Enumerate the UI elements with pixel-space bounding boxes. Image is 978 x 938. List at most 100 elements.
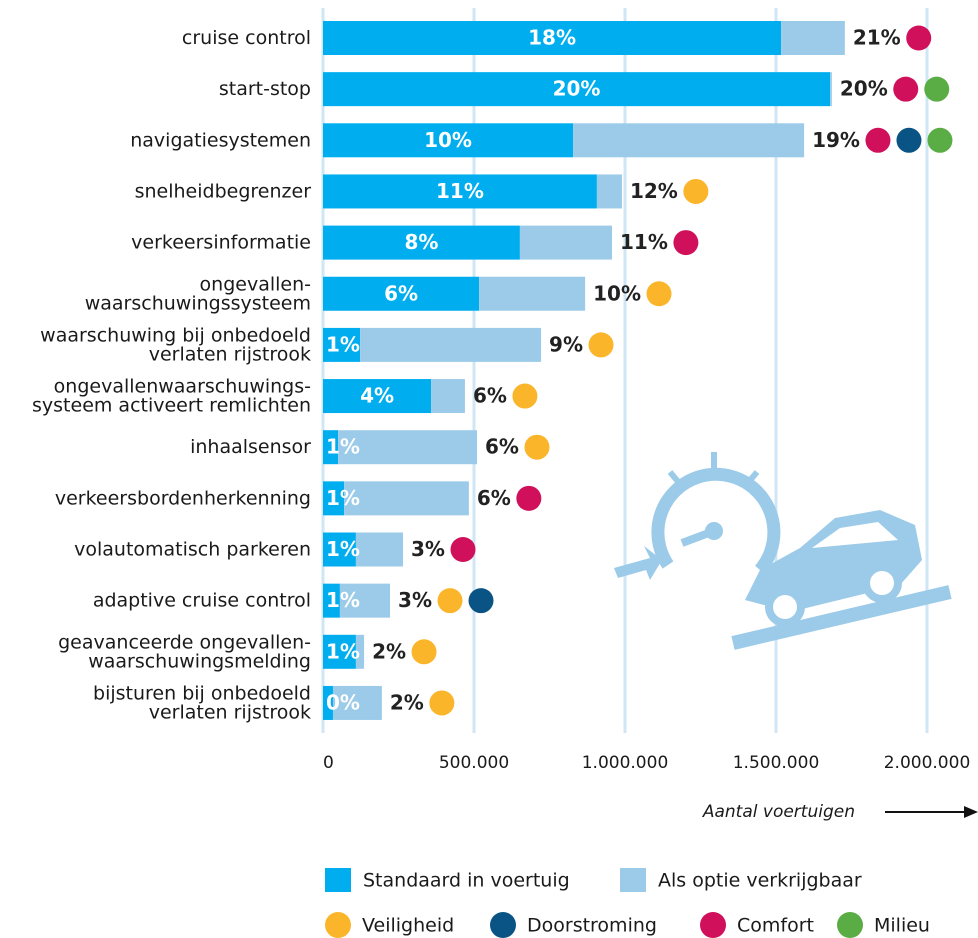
theme-dot bbox=[512, 383, 538, 409]
theme-dot bbox=[516, 485, 542, 511]
total-percent-label: 3% bbox=[411, 537, 445, 561]
theme-dot bbox=[524, 434, 550, 460]
total-percent-label: 20% bbox=[840, 77, 888, 101]
category-label: verkeersbordenherkenning bbox=[55, 487, 311, 509]
bar-segment bbox=[323, 276, 480, 311]
category-label: snelheidbegrenzer bbox=[135, 180, 312, 202]
legend-swatch bbox=[325, 868, 351, 892]
bar-segment bbox=[573, 123, 805, 158]
theme-dot bbox=[927, 127, 953, 153]
theme-dot bbox=[646, 281, 672, 307]
total-percent-label: 2% bbox=[390, 690, 424, 714]
bar-segment bbox=[519, 225, 613, 260]
bar-segment bbox=[431, 379, 465, 414]
bar-segment bbox=[323, 634, 356, 669]
speedometer-tick bbox=[667, 470, 683, 486]
bar-segment bbox=[339, 583, 391, 618]
x-tick-label: 2.000.000 bbox=[884, 753, 971, 773]
x-tick-label: 1.000.000 bbox=[582, 753, 669, 773]
x-tick-label: 0 bbox=[323, 753, 334, 773]
x-axis-label: Aantal voertuigen bbox=[702, 802, 855, 822]
bar-percent-label: 1% bbox=[326, 486, 360, 510]
category-label: waarschuwing bij onbedoeld verlaten rijst… bbox=[40, 324, 311, 365]
bar-segment bbox=[323, 327, 361, 362]
bar-segment bbox=[355, 634, 365, 669]
bar-segment bbox=[360, 327, 542, 362]
category-label: navigatiesystemen bbox=[130, 129, 311, 151]
theme-dot bbox=[906, 25, 932, 51]
legend-label: Milieu bbox=[874, 915, 930, 937]
bar-segment bbox=[323, 430, 339, 465]
legend-label: Als optie verkrijgbaar bbox=[658, 870, 862, 892]
total-percent-label: 6% bbox=[473, 384, 507, 408]
illustration bbox=[614, 452, 952, 650]
legend-label: Doorstroming bbox=[527, 915, 657, 937]
theme-dot bbox=[893, 76, 919, 102]
speedometer bbox=[651, 467, 781, 575]
total-percent-label: 10% bbox=[593, 281, 641, 305]
theme-dot bbox=[924, 76, 950, 102]
legend: Standaard in voertuig Als optie verkrijgb… bbox=[325, 868, 930, 938]
category-label: inhaalsensor bbox=[190, 436, 311, 458]
x-tick-label: 500.000 bbox=[439, 753, 509, 773]
total-percent-label: 21% bbox=[853, 26, 901, 50]
legend-dot bbox=[837, 912, 863, 938]
total-percent-label: 11% bbox=[620, 230, 668, 254]
legend-label: Comfort bbox=[737, 915, 814, 937]
x-tick-label: 1.500.000 bbox=[733, 753, 820, 773]
bar-percent-label: 1% bbox=[326, 332, 360, 356]
bar-segment bbox=[323, 72, 831, 107]
car-window bbox=[812, 522, 898, 548]
bar-segment bbox=[323, 21, 782, 55]
theme-dot bbox=[468, 588, 494, 614]
total-percent-label: 9% bbox=[549, 332, 583, 356]
bar-segment bbox=[323, 123, 574, 158]
bar-segment bbox=[323, 174, 597, 209]
speedometer-tick bbox=[744, 470, 760, 486]
bar-percent-label: 20% bbox=[553, 77, 601, 101]
total-percent-label: 19% bbox=[812, 128, 860, 152]
category-label: bijsturen bij onbedoeld verlaten rijstroo… bbox=[93, 682, 311, 723]
axis-arrow-head bbox=[964, 806, 978, 818]
bar-percent-label: 1% bbox=[326, 537, 360, 561]
bar-segment bbox=[323, 583, 340, 618]
bar-percent-label: 11% bbox=[436, 179, 484, 203]
bar-percent-label: 4% bbox=[360, 384, 394, 408]
bar-percent-label: 18% bbox=[528, 26, 576, 50]
total-percent-label: 6% bbox=[485, 435, 519, 459]
bar-segment bbox=[596, 174, 622, 209]
theme-dot bbox=[437, 588, 463, 614]
bar-percent-label: 1% bbox=[326, 435, 360, 459]
bar-segment bbox=[344, 481, 469, 516]
total-percent-label: 6% bbox=[477, 486, 511, 510]
category-label: ongevallen-waarschuwingssysteem bbox=[85, 273, 311, 314]
legend-dot bbox=[700, 912, 726, 938]
theme-dot bbox=[865, 127, 891, 153]
theme-dot bbox=[429, 690, 455, 716]
bar-percent-label: 6% bbox=[384, 281, 418, 305]
legend-label: Standaard in voertuig bbox=[363, 870, 570, 892]
bar-segment bbox=[323, 532, 356, 567]
bar-segment bbox=[323, 685, 333, 720]
theme-dot bbox=[588, 332, 614, 358]
arrow-shape bbox=[614, 546, 662, 580]
bar-segment bbox=[830, 72, 832, 107]
bar-segment bbox=[332, 685, 382, 720]
bar-segment bbox=[323, 225, 520, 260]
bars: 0 500.000 1.000.000 1.500.000 2.000.000 cruis… bbox=[32, 21, 970, 773]
bar-segment bbox=[323, 379, 432, 414]
category-label: geavanceerde ongevallen-waarschuwingsmel… bbox=[58, 631, 311, 672]
bar-segment bbox=[338, 430, 478, 465]
category-label: ongevallenwaarschuwings-systeem activeer… bbox=[32, 375, 311, 416]
total-percent-label: 3% bbox=[398, 588, 432, 612]
bar-percent-label: 10% bbox=[424, 128, 472, 152]
bar-percent-label: 1% bbox=[326, 639, 360, 663]
category-label: start-stop bbox=[219, 78, 311, 100]
bar-segment bbox=[355, 532, 404, 567]
bar-percent-label: 1% bbox=[326, 588, 360, 612]
category-label: verkeersinformatie bbox=[131, 231, 311, 253]
legend-label: Veiligheid bbox=[362, 915, 454, 937]
category-label: cruise control bbox=[182, 27, 311, 49]
speedometer-hub bbox=[705, 522, 723, 540]
